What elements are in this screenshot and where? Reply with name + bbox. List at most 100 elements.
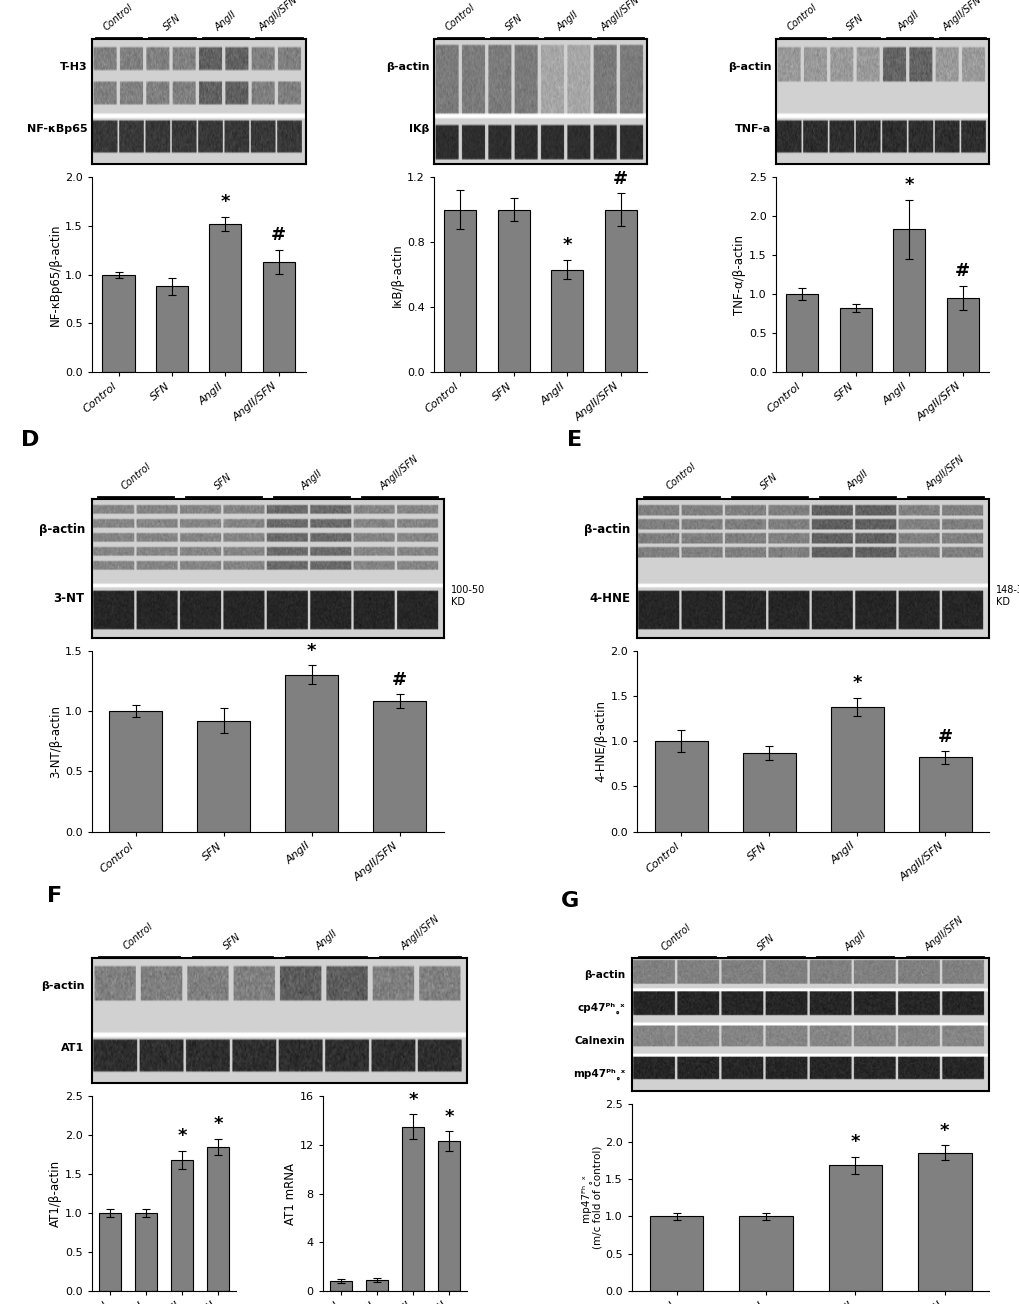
Text: TNF-a: TNF-a (735, 124, 770, 134)
Text: 4-HNE: 4-HNE (589, 592, 630, 605)
Text: *: * (213, 1115, 222, 1133)
Text: #: # (954, 262, 969, 280)
Bar (102, 275, 135, 372)
Text: AngII/SFN: AngII/SFN (398, 914, 441, 952)
Text: IKβ: IKβ (409, 124, 429, 134)
Text: *: * (444, 1107, 453, 1125)
Text: Control: Control (119, 462, 153, 492)
Text: *: * (177, 1127, 186, 1145)
Text: Control: Control (664, 462, 698, 492)
Text: cp47ᴾʰ˳ˣ: cp47ᴾʰ˳ˣ (577, 1003, 625, 1013)
Bar (654, 741, 707, 832)
Text: AngII: AngII (842, 930, 867, 953)
Text: β-actin: β-actin (728, 61, 770, 72)
Text: Control: Control (659, 922, 693, 953)
Text: AngII/SFN: AngII/SFN (923, 454, 966, 492)
Y-axis label: 4-HNE/β-actin: 4-HNE/β-actin (594, 700, 607, 782)
Text: AT1: AT1 (61, 1043, 85, 1054)
Bar (401, 1127, 423, 1291)
Text: #: # (392, 670, 407, 689)
Y-axis label: IκB/β-actin: IκB/β-actin (391, 243, 404, 306)
Text: mp47ᴾʰ˳ˣ: mp47ᴾʰ˳ˣ (572, 1069, 625, 1081)
Text: *: * (850, 1133, 859, 1151)
Y-axis label: TNF-α/β-actin: TNF-α/β-actin (733, 235, 746, 314)
Bar (171, 1161, 193, 1291)
Text: SFN: SFN (222, 932, 243, 952)
Text: AngII/SFN: AngII/SFN (941, 0, 983, 33)
Text: T-H3: T-H3 (60, 61, 88, 72)
Text: NF-κBp65: NF-κBp65 (26, 124, 88, 134)
Text: SFN: SFN (758, 472, 780, 492)
Text: Control: Control (443, 3, 477, 33)
Text: AngII/SFN: AngII/SFN (599, 0, 641, 33)
Bar (373, 702, 426, 832)
Bar (444, 210, 476, 372)
Text: AngII: AngII (844, 468, 869, 492)
Text: AngII/SFN: AngII/SFN (257, 0, 300, 33)
Text: Control: Control (122, 922, 155, 952)
Bar (649, 1217, 703, 1291)
Y-axis label: mp47ᴾʰ˳ˣ
(m/c fold of control): mp47ᴾʰ˳ˣ (m/c fold of control) (580, 1146, 602, 1249)
Bar (109, 711, 162, 832)
Text: SFN: SFN (755, 932, 775, 953)
Y-axis label: 3-NT/β-actin: 3-NT/β-actin (49, 704, 62, 777)
Bar (156, 287, 187, 372)
Text: AngII: AngII (896, 9, 921, 33)
Bar (786, 295, 817, 372)
Text: AngII/SFN: AngII/SFN (378, 454, 421, 492)
Bar (366, 1281, 387, 1291)
Text: *: * (408, 1090, 418, 1108)
Bar (917, 1153, 970, 1291)
Bar (99, 1213, 120, 1291)
Bar (209, 224, 242, 372)
Bar (263, 262, 294, 372)
Bar (330, 1282, 352, 1291)
Text: SFN: SFN (502, 13, 524, 33)
Text: G: G (559, 892, 578, 911)
Text: *: * (904, 176, 913, 194)
Bar (827, 1166, 881, 1291)
Text: SFN: SFN (213, 472, 234, 492)
Text: Control: Control (102, 3, 136, 33)
Bar (207, 1146, 228, 1291)
Text: F: F (47, 885, 62, 906)
Text: AngII/SFN: AngII/SFN (922, 914, 965, 953)
Text: #: # (271, 227, 286, 244)
Y-axis label: AT1 mRNA: AT1 mRNA (283, 1163, 297, 1224)
Y-axis label: AT1/β-actin: AT1/β-actin (49, 1161, 62, 1227)
Text: SFN: SFN (845, 13, 865, 33)
Text: *: * (852, 674, 861, 692)
Text: 3-NT: 3-NT (54, 592, 85, 605)
Text: AngII: AngII (314, 928, 338, 952)
Text: Calnexin: Calnexin (574, 1037, 625, 1046)
Text: *: * (562, 236, 572, 254)
Bar (438, 1141, 460, 1291)
Bar (946, 299, 978, 372)
Bar (893, 230, 924, 372)
Text: β-actin: β-actin (385, 61, 429, 72)
Text: β-actin: β-actin (41, 981, 85, 991)
Bar (839, 308, 871, 372)
Bar (742, 752, 795, 832)
Y-axis label: NF-κBp65/β-actin: NF-κBp65/β-actin (49, 223, 62, 326)
Bar (198, 721, 250, 832)
Text: β-actin: β-actin (39, 523, 85, 536)
Bar (604, 210, 636, 372)
Text: Control: Control (785, 3, 818, 33)
Bar (285, 674, 338, 832)
Bar (497, 210, 530, 372)
Text: E: E (567, 430, 582, 450)
Text: β-actin: β-actin (584, 523, 630, 536)
Text: AngII: AngII (213, 9, 237, 33)
Text: D: D (21, 430, 40, 450)
Text: β-actin: β-actin (583, 970, 625, 979)
Text: AngII: AngII (299, 468, 324, 492)
Text: *: * (940, 1121, 949, 1140)
Text: AngII: AngII (554, 9, 580, 33)
Bar (135, 1213, 157, 1291)
Bar (739, 1217, 792, 1291)
Bar (550, 270, 583, 372)
Bar (918, 758, 971, 832)
Text: SFN: SFN (161, 13, 182, 33)
Text: 148-36
KD: 148-36 KD (996, 585, 1019, 606)
